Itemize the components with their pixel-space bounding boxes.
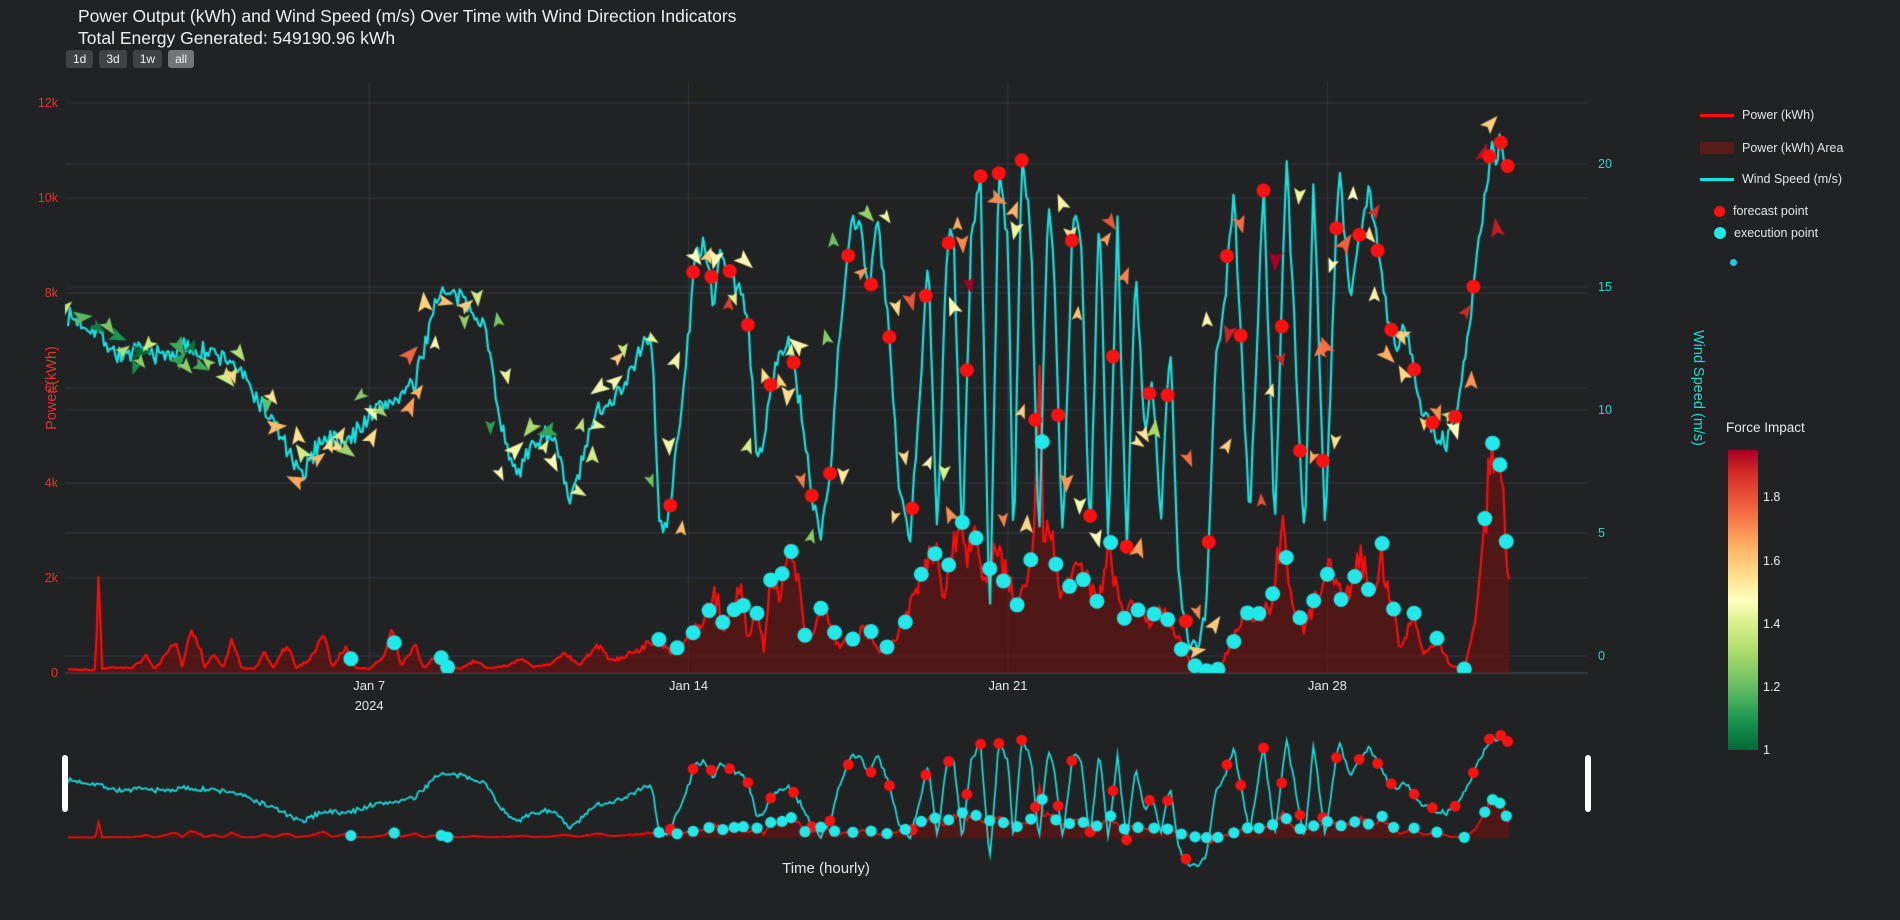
power-tick-6k: 6k [44,381,58,395]
range-button-3d[interactable]: 3d [99,50,127,68]
power-tick-2k: 2k [44,571,58,585]
power-tick-10k: 10k [37,191,58,205]
legend-item-power-kwh-area[interactable]: Power (kWh) Area [1700,141,1843,155]
wind-tick-20: 20 [1598,157,1612,171]
x-tick-Jan-7: Jan 7 [353,678,386,693]
colorbar-tick-1.6: 1.6 [1763,553,1781,568]
wind-tick-15: 15 [1598,280,1612,294]
legend-dot-marker [1730,259,1737,266]
legend-label: execution point [1734,226,1819,240]
legend-line-marker [1700,177,1734,181]
chart-title: Power Output (kWh) and Wind Speed (m/s) … [78,6,737,26]
legend-label: Wind Speed (m/s) [1742,172,1843,186]
legend-item-forecast-point[interactable]: forecast point [1700,204,1808,218]
wind-tick-0: 0 [1598,649,1605,663]
legend-dot-marker [1714,227,1726,239]
rangeslider-handle-right[interactable] [1585,755,1591,812]
legend-label: Power (kWh) [1742,108,1815,122]
legend-label: forecast point [1733,204,1809,218]
wind-tick-10: 10 [1598,403,1612,417]
legend-band-marker [1700,142,1734,154]
wind-axis-title: Wind Speed (m/s) [1690,329,1707,447]
legend-line-marker [1700,113,1734,117]
range-button-1w[interactable]: 1w [132,50,163,68]
colorbar-tick-1.4: 1.4 [1763,616,1781,631]
x-tick-Jan-28: Jan 28 [1307,678,1347,693]
legend-item-execution-point[interactable]: execution point [1700,226,1818,240]
range-selector: 1d 3d 1w all [66,50,195,68]
range-button-all[interactable]: all [168,50,195,68]
power-tick-0: 0 [51,666,58,680]
power-tick-12k: 12k [37,96,58,110]
legend-item-wind-speed-m-s-[interactable]: Wind Speed (m/s) [1700,172,1842,186]
colorbar-title: Force Impact [1726,420,1805,435]
x-tick-Jan-21: Jan 21 [988,678,1028,693]
x-axis-title: Time (hourly) [782,860,870,877]
wind-tick-5: 5 [1598,526,1605,540]
range-button-1d[interactable]: 1d [66,50,94,68]
legend-label: Power (kWh) Area [1742,141,1844,155]
colorbar-tick-1.8: 1.8 [1763,490,1781,505]
colorbar-tick-1: 1 [1763,743,1770,757]
power-tick-4k: 4k [44,476,58,490]
colorbar-tick-1.2: 1.2 [1763,679,1781,694]
x-tick-year: 2024 [354,698,384,713]
legend-dot-marker [1714,205,1725,217]
chart-subtitle: Total Energy Generated: 549190.96 kWh [78,28,396,48]
force-impact-colorbar [1728,450,1758,750]
legend-item-power-kwh-[interactable]: Power (kWh) [1700,108,1814,122]
legend-item-unnamed[interactable] [1700,259,1745,266]
power-tick-8k: 8k [44,286,58,300]
x-tick-Jan-14: Jan 14 [669,678,709,693]
rangeslider-handle-left[interactable] [62,755,68,812]
